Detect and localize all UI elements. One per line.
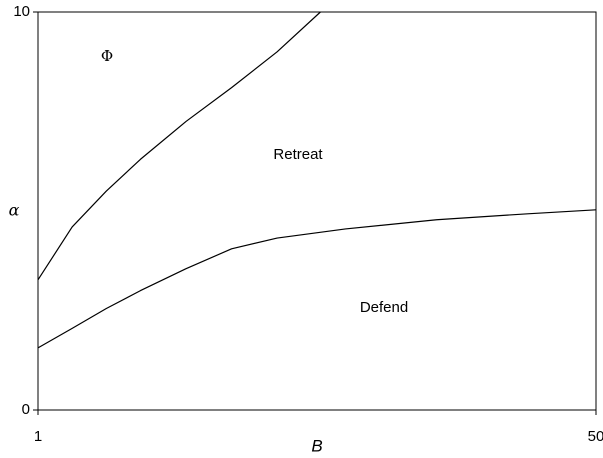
curve bbox=[37, 11, 321, 281]
curve bbox=[37, 209, 597, 349]
x-axis-label: B bbox=[311, 436, 322, 455]
y-tick-label: 10 bbox=[13, 3, 30, 20]
annotation: Φ bbox=[101, 47, 113, 65]
y-axis-label: α bbox=[9, 201, 20, 220]
y-tick-label: 0 bbox=[22, 401, 30, 418]
annotation: Retreat bbox=[273, 146, 323, 163]
x-tick-label: 1 bbox=[34, 428, 42, 445]
x-tick-label: 50 bbox=[588, 428, 603, 445]
plot-frame bbox=[37, 11, 597, 411]
annotation: Defend bbox=[360, 299, 408, 316]
